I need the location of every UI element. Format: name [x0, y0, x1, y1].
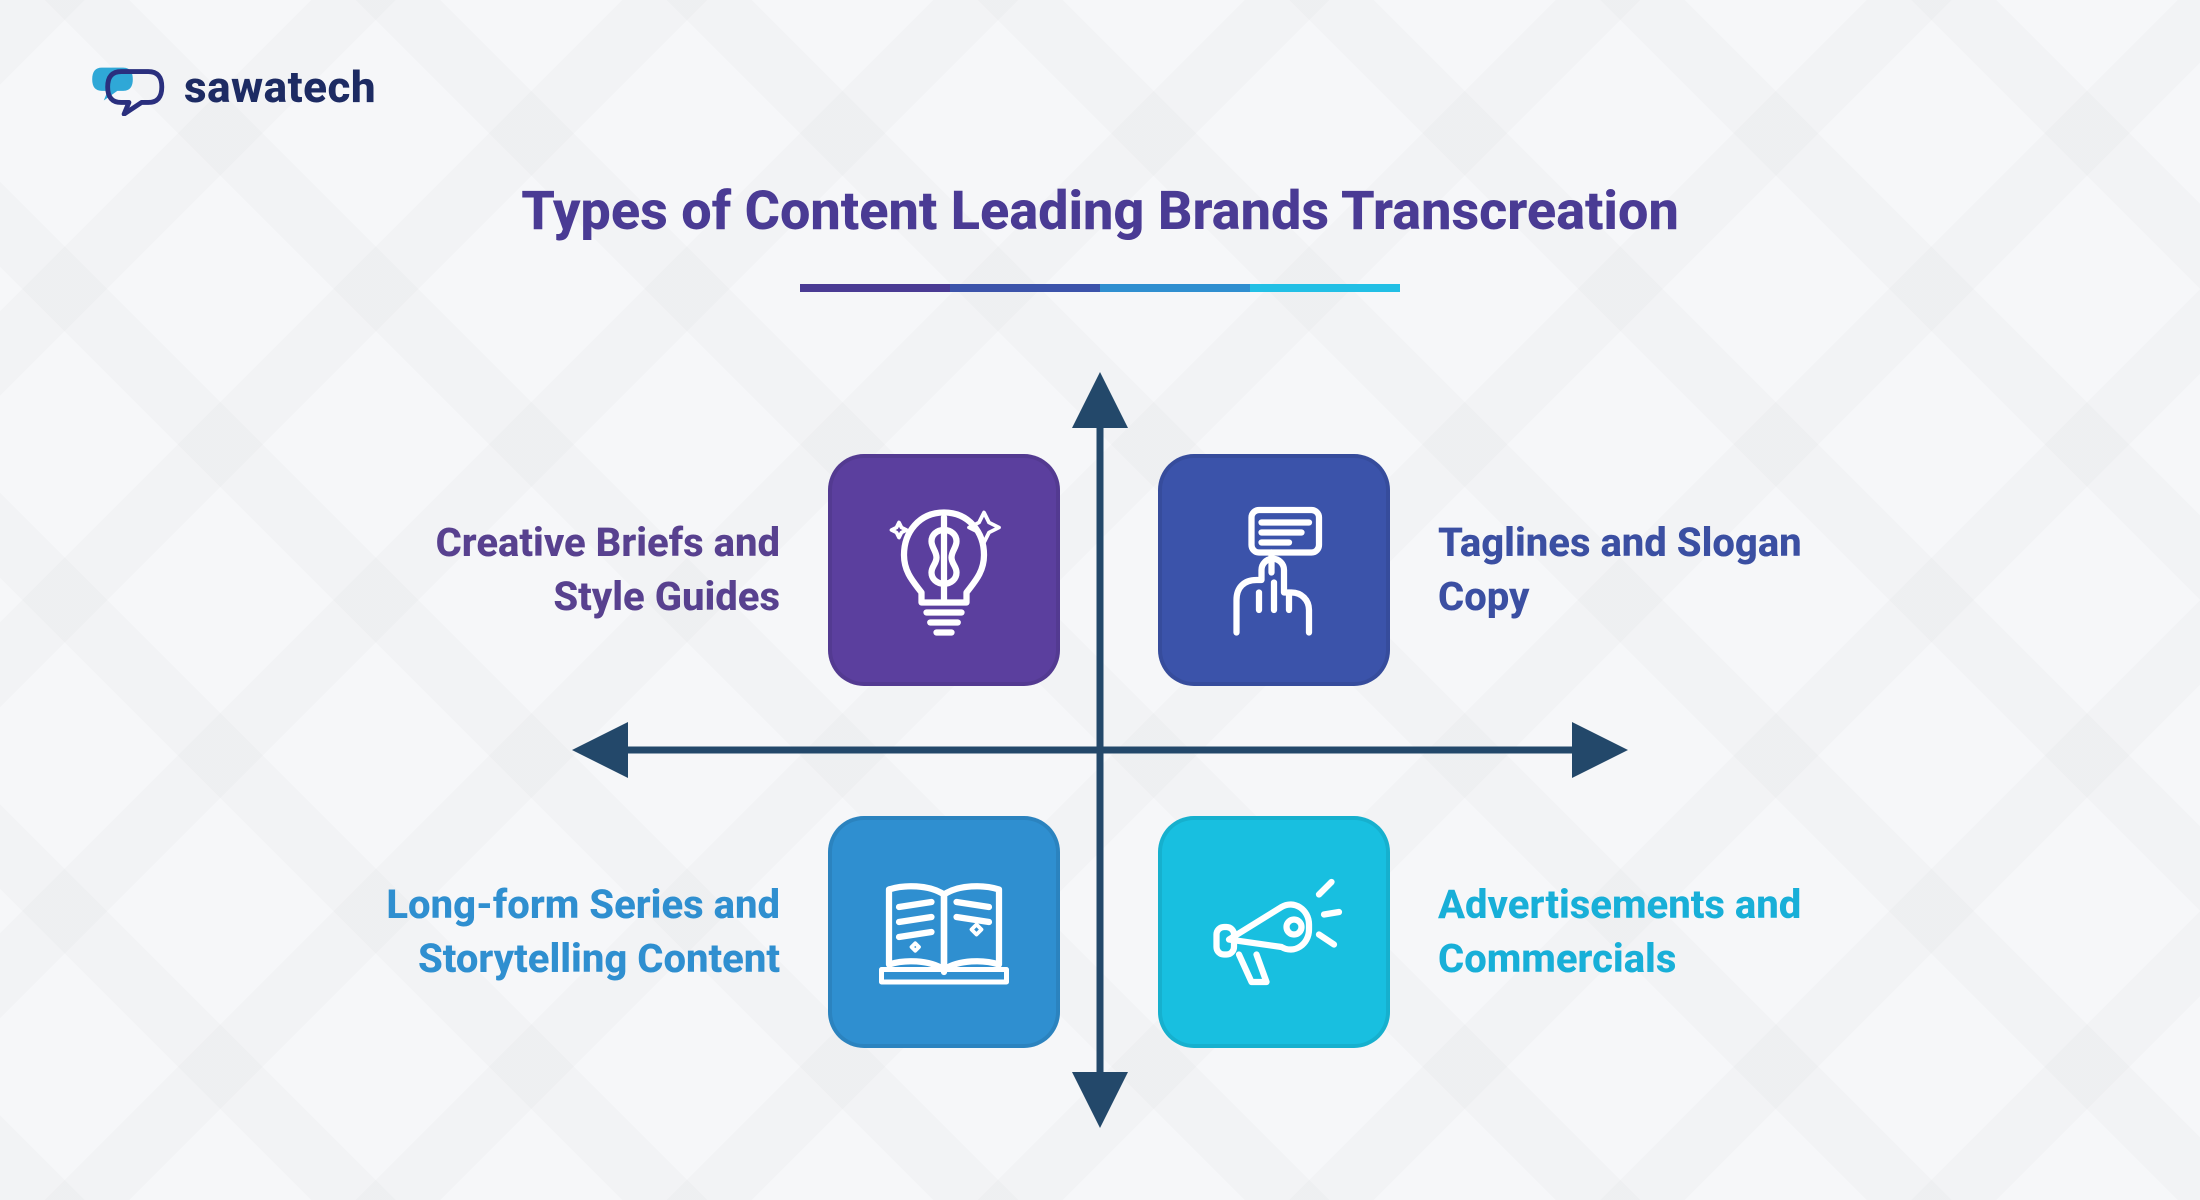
quadrant-creative-briefs: Creative Briefs andStyle Guides [300, 454, 1060, 686]
quadrant-taglines: Taglines and SloganCopy [1158, 454, 1918, 686]
page-title: Types of Content Leading Brands Transcre… [0, 180, 2200, 243]
tile-taglines [1158, 454, 1390, 686]
tile-advertisements [1158, 816, 1390, 1048]
brand-name: sawatech [184, 61, 376, 113]
open-book-icon [869, 857, 1019, 1007]
tile-creative-briefs [828, 454, 1060, 686]
brain-bulb-icon [869, 495, 1019, 645]
infographic-canvas: sawatech Types of Content Leading Brands… [0, 0, 2200, 1200]
speech-bubbles-icon [88, 58, 166, 116]
quadrant-label: Creative Briefs andStyle Guides [436, 516, 780, 624]
brand-logo: sawatech [88, 58, 376, 116]
quadrant-label: Taglines and SloganCopy [1438, 516, 1802, 624]
quadrant-storytelling: Long-form Series andStorytelling Content [300, 816, 1060, 1048]
title-underline [800, 284, 1400, 292]
tile-storytelling [828, 816, 1060, 1048]
quadrant-label: Advertisements andCommercials [1438, 878, 1801, 986]
megaphone-icon [1199, 857, 1349, 1007]
quadrant-label: Long-form Series andStorytelling Content [386, 878, 780, 986]
quadrant-advertisements: Advertisements andCommercials [1158, 816, 1918, 1048]
hand-sign-icon [1199, 495, 1349, 645]
